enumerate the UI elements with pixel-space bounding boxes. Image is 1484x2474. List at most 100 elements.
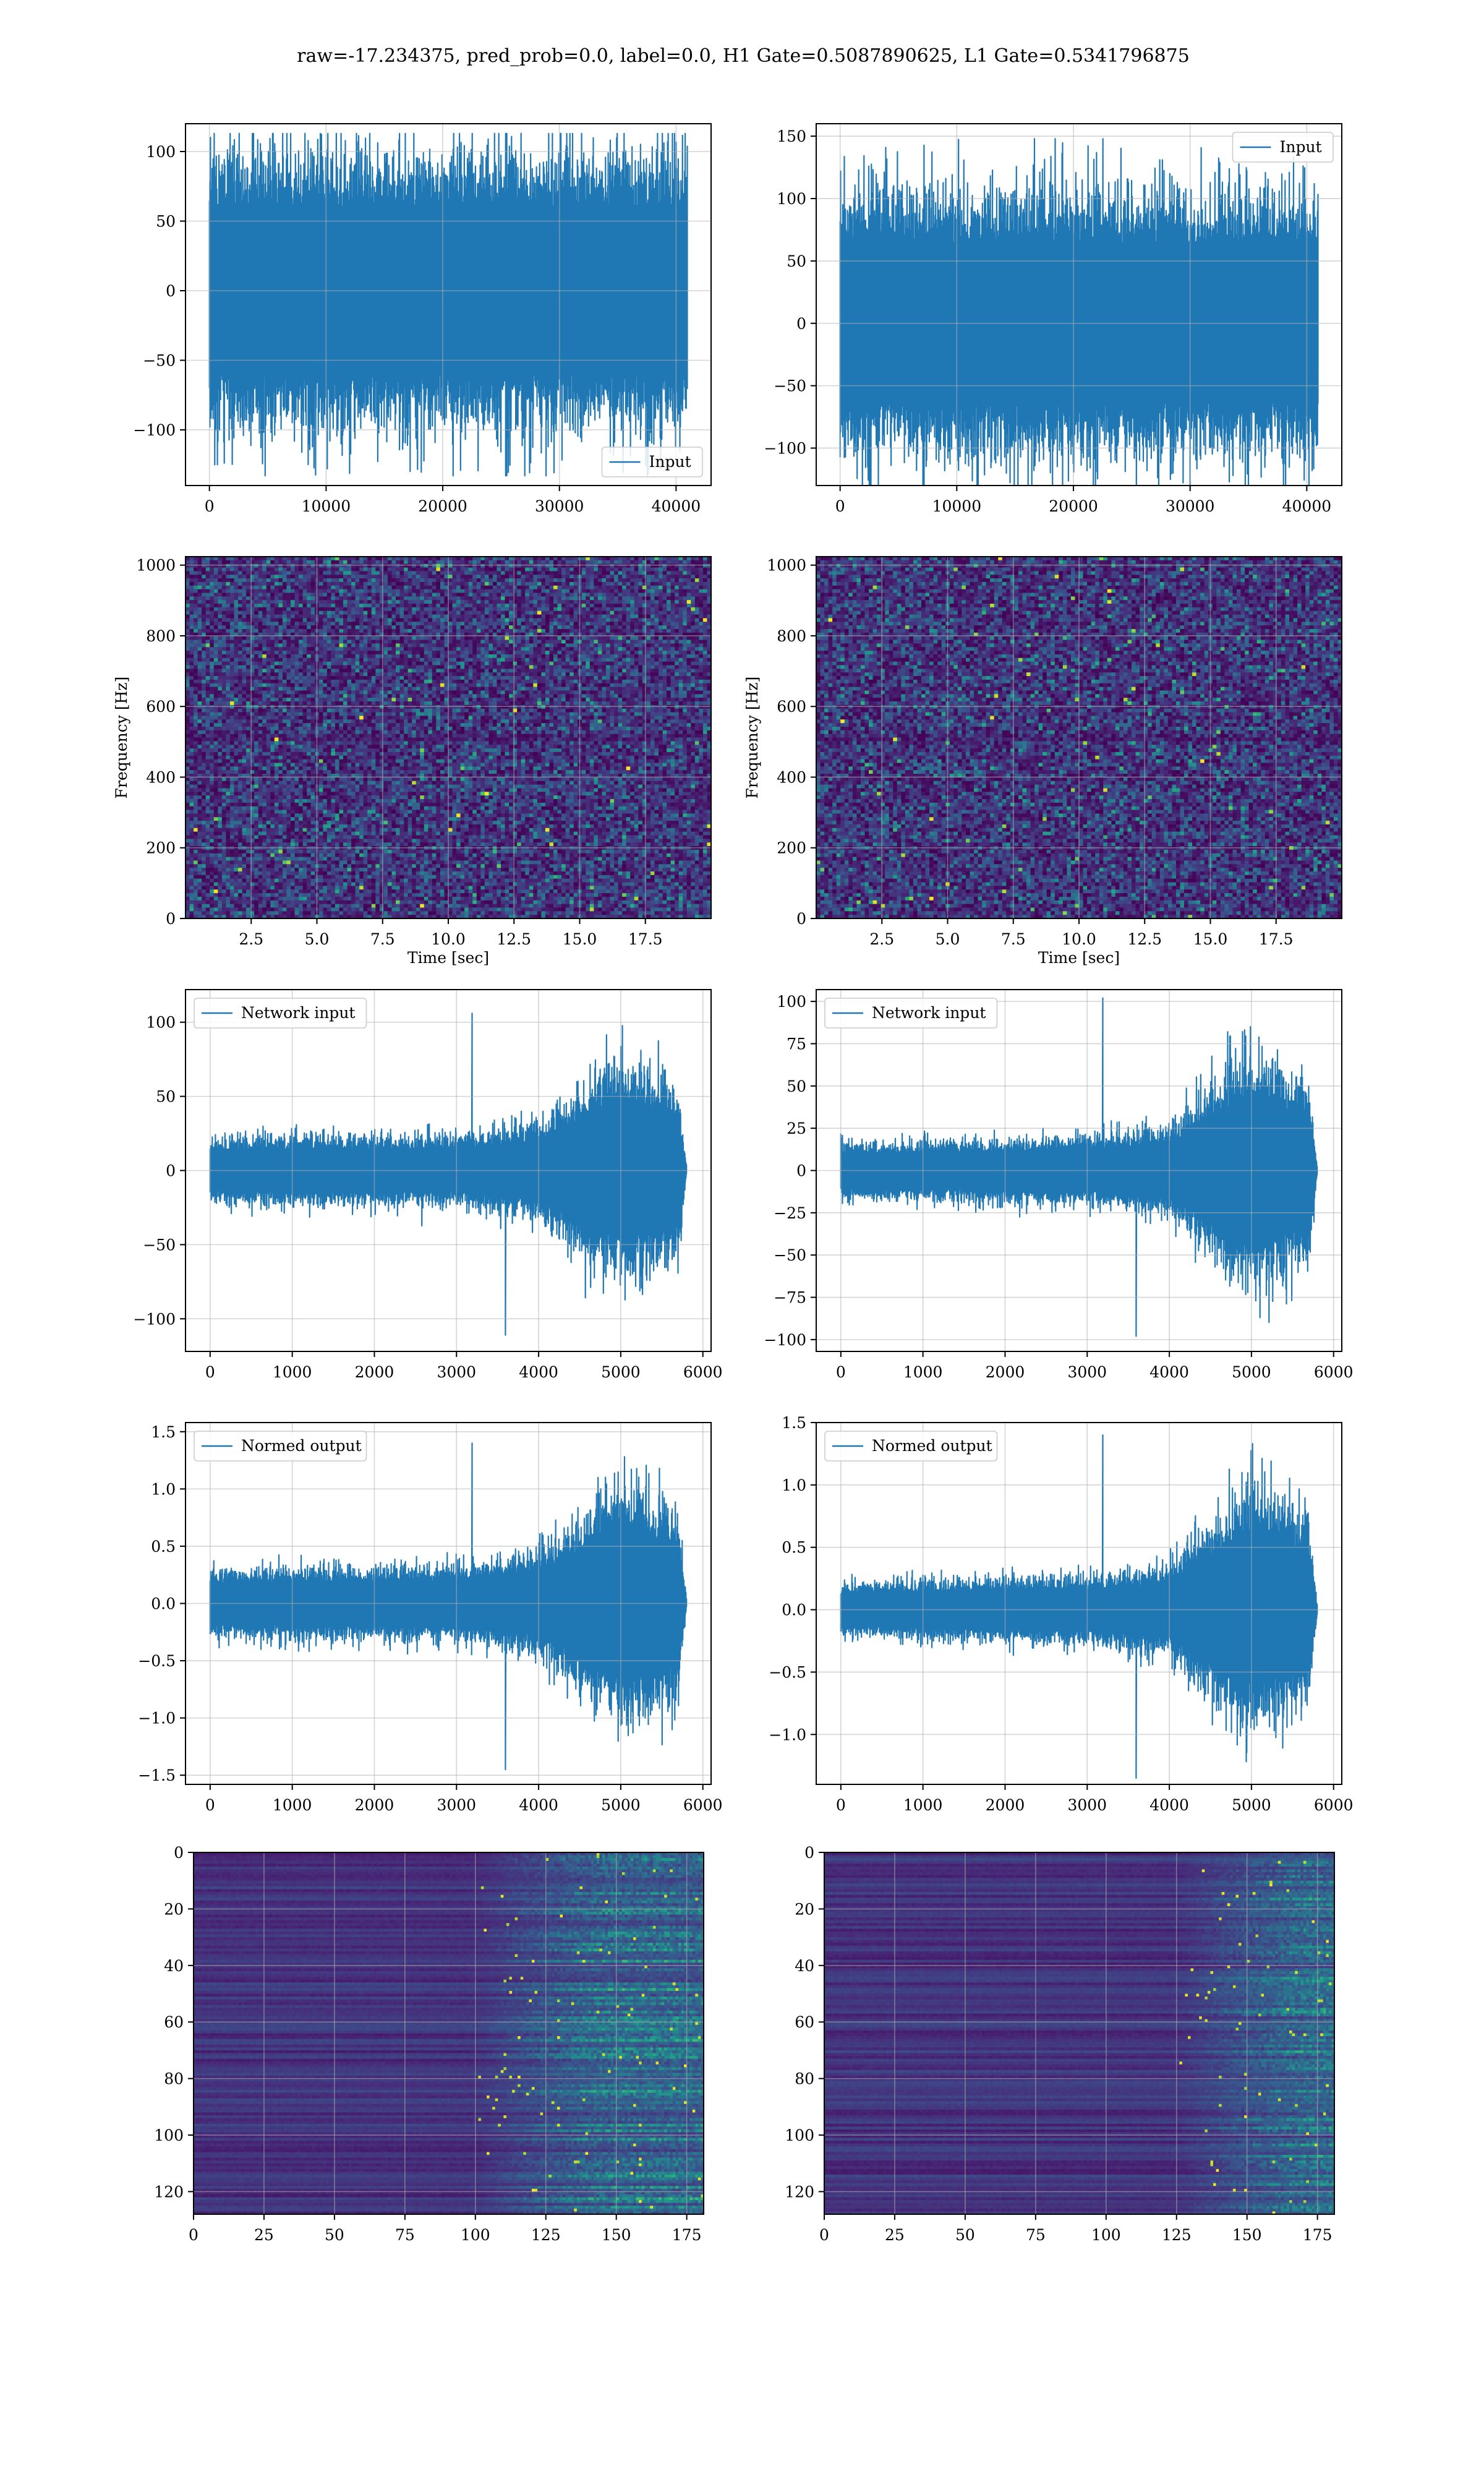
y-tick-label: 60	[795, 2013, 814, 2031]
y-tick-label: 50	[787, 1077, 806, 1095]
legend: Normed output	[194, 1431, 367, 1461]
y-tick-label: 1000	[767, 557, 806, 575]
y-tick-label: −100	[764, 1331, 806, 1349]
y-tick-label: −100	[133, 421, 176, 439]
x-axis-label: Time [sec]	[407, 949, 489, 967]
y-tick-label: 400	[146, 768, 176, 786]
legend: Input	[602, 447, 703, 477]
x-axis-label: Time [sec]	[1038, 949, 1120, 967]
x-tick-label: 4000	[1149, 1796, 1189, 1814]
legend: Network input	[825, 998, 997, 1028]
y-tick-label: 0	[166, 282, 176, 300]
y-tick-label: 0.5	[151, 1538, 176, 1556]
x-tick-label: 25	[885, 2226, 905, 2244]
y-tick-label: −100	[133, 1310, 176, 1328]
chart-network-input-h1: 0 1000 2000 3000 4000 5000 6000−100−50050100Ne…	[133, 990, 722, 1381]
y-tick-label: 800	[777, 627, 806, 645]
y-tick-label: 100	[777, 190, 806, 208]
x-tick-label: 30000	[535, 497, 584, 515]
y-tick-label: 1.5	[151, 1423, 176, 1441]
x-tick-label: 3000	[437, 1796, 476, 1814]
x-tick-label: 2000	[355, 1363, 394, 1381]
x-tick-label: 6000	[1314, 1796, 1354, 1814]
grid	[186, 1423, 711, 1784]
x-tick-label: 0	[836, 1363, 846, 1381]
y-tick-label: 200	[146, 839, 176, 857]
y-tick-label: 150	[777, 127, 806, 145]
y-tick-label: 0	[796, 1162, 806, 1180]
chart-normed-output-h1: 0 1000 2000 3000 4000 5000 6000−1.5−1.0−0.50.0…	[138, 1423, 722, 1814]
legend-label: Network input	[241, 1004, 355, 1022]
y-tick-label: 200	[777, 839, 806, 857]
y-tick-label: 100	[154, 2126, 184, 2144]
x-tick-label: 17.5	[1259, 930, 1294, 948]
y-tick-label: −50	[143, 1236, 176, 1254]
y-tick-label: 50	[156, 213, 176, 231]
y-tick-label: −75	[774, 1289, 806, 1307]
y-tick-label: −50	[774, 1246, 806, 1264]
x-tick-label: 7.5	[1001, 930, 1026, 948]
x-tick-label: 4000	[519, 1796, 558, 1814]
plot-area	[841, 1435, 1317, 1778]
x-tick-label: 6000	[683, 1796, 723, 1814]
x-tick-label: 4000	[1149, 1363, 1189, 1381]
y-tick-label: 1.0	[782, 1476, 806, 1494]
x-tick-label: 125	[1162, 2226, 1192, 2244]
x-tick-label: 175	[672, 2226, 702, 2244]
y-tick-label: 25	[787, 1119, 806, 1137]
y-tick-label: 0	[174, 1844, 184, 1862]
x-tick-label: 0	[189, 2226, 198, 2244]
legend-label: Network input	[872, 1004, 986, 1022]
x-tick-label: 10000	[932, 497, 982, 515]
y-tick-label: 40	[164, 1957, 184, 1975]
x-tick-label: 5.0	[936, 930, 960, 948]
x-tick-label: 30000	[1166, 497, 1215, 515]
x-tick-label: 2.5	[869, 930, 894, 948]
y-tick-label: 100	[785, 2126, 814, 2144]
x-tick-label: 75	[1026, 2226, 1046, 2244]
y-tick-label: 800	[146, 627, 176, 645]
x-tick-label: 10.0	[431, 930, 466, 948]
y-tick-label: 0	[796, 910, 806, 928]
y-tick-label: 0	[166, 1162, 176, 1180]
x-tick-label: 5.0	[305, 930, 330, 948]
x-tick-label: 5000	[601, 1796, 641, 1814]
legend: Network input	[194, 998, 367, 1028]
y-tick-label: −1.0	[769, 1726, 806, 1744]
series-line-network-input-l1	[841, 998, 1317, 1337]
x-tick-label: 7.5	[370, 930, 395, 948]
y-axis-label: Frequency [Hz]	[743, 677, 761, 799]
chart-spectrogram-l1: 2.5 5.0 7.5 10.0 12.5 15.0 17.5020040060080010…	[743, 557, 1342, 967]
y-tick-label: 600	[146, 698, 176, 716]
y-tick-label: 20	[795, 1900, 814, 1918]
grid	[186, 990, 711, 1351]
x-tick-label: 20000	[1049, 497, 1098, 515]
series-line-normed-output-l1	[841, 1435, 1317, 1778]
x-tick-label: 2000	[986, 1796, 1025, 1814]
series-line-normed-output-h1	[210, 1443, 686, 1770]
feature-map-image	[194, 1852, 704, 2215]
x-tick-label: 1000	[273, 1363, 312, 1381]
series-line-input-l1	[840, 139, 1318, 486]
y-tick-label: 75	[787, 1035, 806, 1053]
y-tick-label: 1000	[136, 557, 176, 575]
y-tick-label: −1.5	[138, 1766, 176, 1784]
plot-area	[210, 134, 688, 476]
legend-label: Input	[649, 453, 691, 471]
x-tick-label: 1000	[273, 1796, 312, 1814]
x-tick-label: 10.0	[1062, 930, 1096, 948]
series-line-input-h1	[210, 134, 688, 476]
x-tick-label: 40000	[1282, 497, 1332, 515]
y-tick-label: 80	[164, 2070, 184, 2088]
x-tick-label: 17.5	[628, 930, 663, 948]
y-tick-label: 120	[154, 2183, 184, 2201]
y-tick-label: −50	[774, 377, 806, 395]
y-tick-label: 600	[777, 698, 806, 716]
y-tick-label: −0.5	[138, 1652, 176, 1670]
y-tick-label: 0.0	[782, 1601, 806, 1619]
y-tick-label: 0	[166, 910, 176, 928]
x-tick-label: 150	[1232, 2226, 1262, 2244]
plot-area	[210, 1443, 686, 1770]
chart-input-l1: 0 10000 20000 30000 40000−100−50050100150Inp…	[764, 124, 1342, 515]
